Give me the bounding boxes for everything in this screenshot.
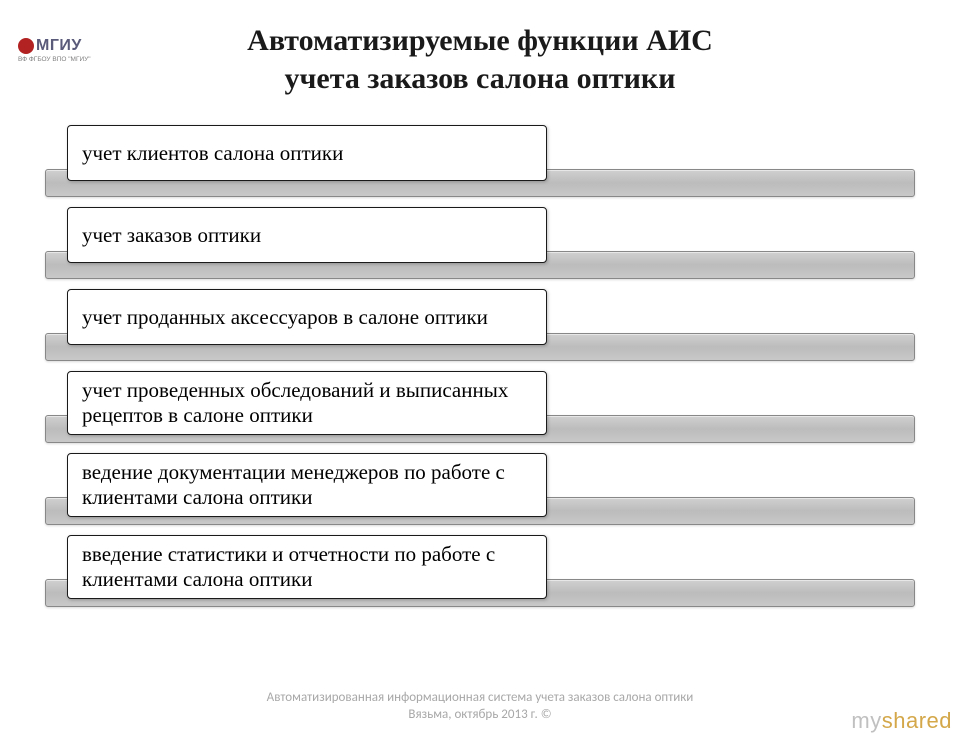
item-box: ведение документации менеджеров по работ… [67,453,547,517]
item-box: учет заказов оптики [67,207,547,263]
item-text: учет проданных аксессуаров в салоне опти… [82,305,488,330]
title-line-2: учета заказов салона оптики [0,60,960,98]
item-box: учет клиентов салона оптики [67,125,547,181]
item-text: введение статистики и отчетности по рабо… [82,542,532,592]
item-box: учет проданных аксессуаров в салоне опти… [67,289,547,345]
logo-main: МГИУ [18,37,103,55]
list-item: учет заказов оптики [45,207,915,279]
watermark-part-2: shared [882,708,952,733]
item-text: ведение документации менеджеров по работ… [82,460,532,510]
item-text: учет заказов оптики [82,223,261,248]
footer: Автоматизированная информационная систем… [0,689,960,724]
item-box: учет проведенных обследований и выписанн… [67,371,547,435]
items-list: учет клиентов салона оптики учет заказов… [0,125,960,607]
item-box: введение статистики и отчетности по рабо… [67,535,547,599]
logo-circle-icon [18,38,34,54]
list-item: учет проданных аксессуаров в салоне опти… [45,289,915,361]
footer-line-2: Вязьма, октябрь 2013 г. © [0,706,960,724]
item-text: учет клиентов салона оптики [82,141,343,166]
footer-line-1: Автоматизированная информационная систем… [0,689,960,707]
logo-subtext: ВФ ФГБОУ ВПО "МГИУ" [18,56,103,63]
item-text: учет проведенных обследований и выписанн… [82,378,532,428]
list-item: учет проведенных обследований и выписанн… [45,371,915,443]
list-item: учет клиентов салона оптики [45,125,915,197]
logo-text: МГИУ [36,37,82,55]
title-line-1: Автоматизируемые функции АИС [0,22,960,60]
watermark: myshared [851,708,952,734]
logo: МГИУ ВФ ФГБОУ ВПО "МГИУ" [18,37,103,63]
list-item: введение статистики и отчетности по рабо… [45,535,915,607]
list-item: ведение документации менеджеров по работ… [45,453,915,525]
page-title: Автоматизируемые функции АИС учета заказ… [0,22,960,97]
watermark-part-1: my [851,708,881,733]
